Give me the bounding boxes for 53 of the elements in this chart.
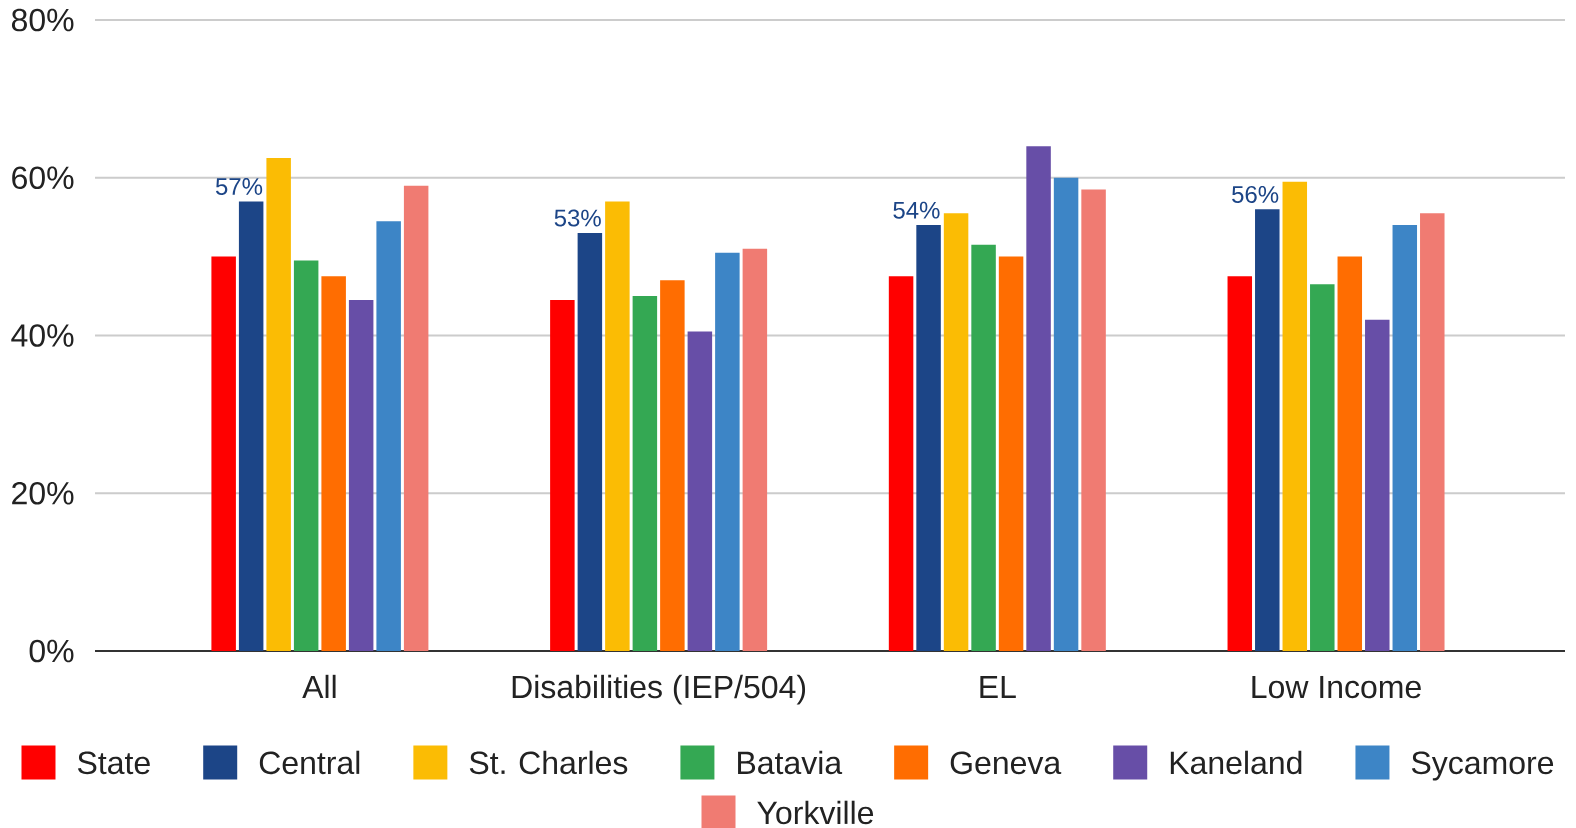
y-tick-label: 80%	[11, 8, 74, 32]
x-tick-label: Low Income	[1252, 675, 1421, 699]
bar	[605, 201, 630, 651]
bar	[577, 232, 603, 651]
legend-label: Central	[259, 750, 360, 775]
bar	[403, 185, 429, 651]
data-label: 57%	[215, 178, 263, 195]
legend-label: Yorkville	[757, 800, 874, 825]
bar	[550, 300, 575, 651]
bar	[321, 276, 346, 651]
data-label: 53%	[554, 209, 601, 227]
bar	[376, 221, 401, 651]
bar	[1081, 189, 1106, 651]
bar	[348, 300, 374, 651]
bar	[266, 158, 291, 651]
data-label: 54%	[893, 201, 940, 219]
bar	[998, 256, 1024, 651]
bar	[211, 256, 236, 651]
y-tick-label: 20%	[12, 481, 74, 505]
y-tick-label: 0%	[29, 639, 74, 663]
bar	[1282, 181, 1308, 651]
bar	[742, 248, 768, 651]
x-tick-label: Disabilities (IEP/504)	[512, 674, 806, 705]
bar	[1365, 319, 1390, 651]
legend-label: Geneva	[950, 751, 1062, 775]
bar	[971, 244, 996, 651]
bar	[1420, 213, 1445, 651]
legend-label: Kaneland	[1170, 750, 1302, 775]
x-tick-label: EL	[980, 675, 1016, 698]
bar	[916, 225, 941, 651]
bar	[1227, 276, 1253, 651]
bar	[1053, 177, 1079, 651]
bar	[632, 296, 658, 651]
bar	[1392, 225, 1418, 651]
bar	[660, 280, 685, 651]
bar	[943, 213, 969, 651]
bar	[1310, 284, 1335, 651]
y-tick-label: 40%	[11, 324, 74, 347]
bar	[1255, 209, 1280, 651]
y-tick-label: 60%	[12, 166, 74, 190]
bar	[293, 260, 319, 651]
legend-label: St. Charles	[469, 750, 628, 775]
bar	[888, 276, 914, 651]
legend-label: Batavia	[738, 750, 843, 775]
bar	[1026, 146, 1051, 651]
x-tick-label: All	[302, 674, 336, 698]
data-label: 56%	[1232, 185, 1279, 203]
bar	[715, 252, 740, 651]
bar	[687, 331, 713, 651]
legend-label: Sycamore	[1411, 751, 1554, 781]
bar	[238, 201, 264, 651]
bar	[1337, 256, 1363, 651]
legend-label: State	[77, 751, 150, 775]
